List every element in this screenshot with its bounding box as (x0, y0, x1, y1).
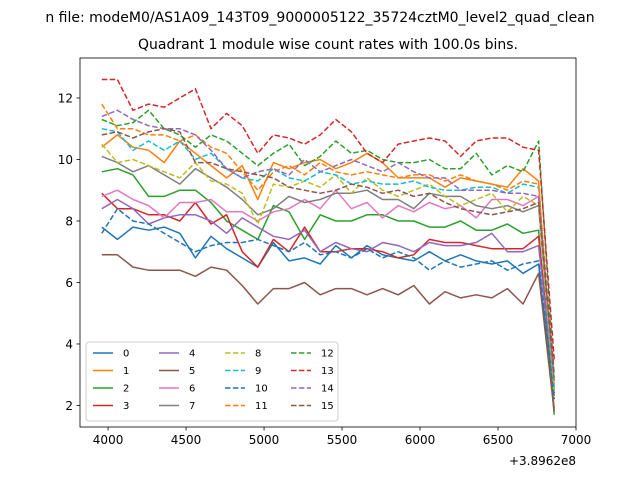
series-line-6 (101, 189, 555, 391)
legend-label-4: 4 (189, 349, 195, 360)
legend-label-3: 3 (123, 401, 129, 412)
y-axis: 2 4 6 8 10 12 (58, 91, 80, 413)
legend-label-1: 1 (123, 366, 129, 377)
x-tick-label: 5500 (327, 433, 358, 447)
x-tick-label: 6000 (405, 433, 436, 447)
legend-label-8: 8 (255, 349, 261, 360)
x-tick-label: 6500 (483, 433, 514, 447)
legend-label-15: 15 (321, 401, 334, 412)
legend-label-12: 12 (321, 349, 334, 360)
x-tick-label: 4500 (171, 433, 202, 447)
y-tick-label: 4 (65, 337, 73, 351)
legend-label-9: 9 (255, 366, 261, 377)
series-line-2 (101, 167, 555, 415)
series-line-15 (101, 127, 555, 375)
y-tick-label: 2 (65, 399, 73, 413)
series-line-4 (101, 198, 555, 391)
y-tick-label: 6 (65, 276, 73, 290)
legend-label-5: 5 (189, 366, 195, 377)
legend-label-13: 13 (321, 366, 334, 377)
series-line-3 (101, 192, 555, 394)
figure-suptitle: n file: modeM0/AS1A09_143T09_9000005122_… (45, 10, 594, 26)
series-line-10 (101, 207, 555, 400)
x-tick-label: 4000 (93, 433, 124, 447)
legend-box (85, 341, 339, 422)
legend-label-7: 7 (189, 401, 195, 412)
x-axis-offset-label: +3.8962e8 (509, 454, 576, 468)
series-line-1 (101, 134, 555, 412)
axes-frame (79, 57, 577, 428)
series-line-13 (101, 78, 555, 360)
x-axis: 4000 4500 5000 5500 6000 6500 7000 (93, 427, 591, 447)
legend-label-10: 10 (255, 384, 268, 395)
x-tick-label: 5000 (249, 433, 280, 447)
y-tick-label: 12 (58, 91, 73, 105)
legend-label-14: 14 (321, 384, 334, 395)
series-line-7 (101, 155, 555, 397)
plot-area (79, 57, 577, 428)
legend-label-0: 0 (123, 349, 129, 360)
y-tick-label: 10 (58, 153, 73, 167)
y-tick-label: 8 (65, 214, 73, 228)
legend-label-2: 2 (123, 384, 129, 395)
series-line-12 (101, 109, 555, 378)
legend-label-11: 11 (255, 401, 268, 412)
x-tick-label: 7000 (561, 433, 592, 447)
series-line-11 (101, 103, 555, 384)
series-line-5 (101, 254, 555, 412)
series-line-14 (101, 109, 555, 381)
legend-label-6: 6 (189, 384, 195, 395)
series-line-9 (101, 127, 555, 388)
chart-title: Quadrant 1 module wise count rates with … (138, 37, 518, 53)
series-line-0 (101, 226, 555, 409)
series-line-8 (101, 143, 555, 394)
